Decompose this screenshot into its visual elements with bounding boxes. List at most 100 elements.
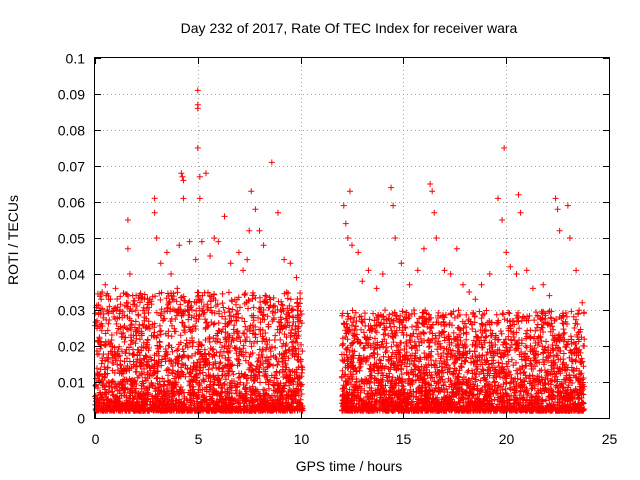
data-point	[285, 355, 292, 362]
data-point	[217, 359, 224, 366]
data-point	[284, 295, 291, 302]
data-point	[521, 369, 528, 376]
data-point	[200, 310, 207, 317]
data-point	[266, 406, 273, 413]
data-point	[113, 405, 120, 412]
data-point	[288, 339, 295, 346]
data-point	[137, 357, 144, 364]
data-point	[293, 350, 300, 357]
data-point	[184, 353, 191, 360]
data-point	[527, 327, 534, 334]
data-point	[207, 378, 214, 385]
data-point	[276, 404, 283, 411]
data-point	[105, 310, 112, 317]
data-point	[101, 373, 108, 380]
data-point	[128, 326, 135, 333]
data-point	[196, 305, 203, 312]
data-point	[92, 322, 99, 329]
data-point	[102, 330, 109, 337]
data-point	[157, 312, 164, 319]
data-point	[129, 351, 136, 358]
data-point	[204, 301, 211, 308]
data-point	[121, 389, 128, 396]
data-point	[339, 341, 346, 348]
data-point	[236, 389, 243, 396]
data-point	[136, 352, 143, 359]
data-point	[252, 294, 259, 301]
data-point	[140, 307, 147, 314]
data-point	[261, 298, 268, 305]
data-point	[242, 337, 249, 344]
data-point	[253, 386, 260, 393]
data-point	[224, 370, 231, 377]
data-point	[256, 346, 263, 353]
data-point	[196, 367, 203, 374]
data-point	[360, 329, 367, 336]
data-point	[497, 328, 504, 335]
data-point	[240, 393, 247, 400]
data-point	[228, 362, 235, 369]
data-point	[298, 369, 305, 376]
data-point	[128, 337, 135, 344]
data-point	[135, 325, 142, 332]
data-point	[222, 315, 229, 322]
data-point	[479, 344, 486, 351]
data-point	[203, 384, 210, 391]
data-point	[124, 291, 131, 298]
data-point	[255, 393, 262, 400]
data-point	[233, 335, 240, 342]
data-point	[151, 333, 158, 340]
data-point	[163, 305, 170, 312]
data-point	[171, 328, 178, 335]
data-point	[166, 404, 173, 411]
data-point	[250, 339, 257, 346]
data-point	[158, 312, 165, 319]
data-point	[297, 317, 304, 324]
data-point	[464, 369, 471, 376]
data-point	[233, 317, 240, 324]
data-point	[255, 355, 262, 362]
data-point	[139, 321, 146, 328]
data-point	[97, 390, 104, 397]
data-point	[169, 296, 176, 303]
data-point	[183, 340, 190, 347]
data-point	[217, 390, 224, 397]
data-point	[189, 378, 196, 385]
data-point	[284, 305, 291, 312]
data-point	[292, 322, 299, 329]
data-point	[181, 297, 188, 304]
data-point	[267, 348, 274, 355]
data-point	[154, 391, 161, 398]
data-point	[259, 315, 266, 322]
data-point	[140, 304, 147, 311]
data-point	[210, 346, 217, 353]
data-point	[272, 388, 279, 395]
data-point	[290, 399, 297, 406]
data-point	[232, 397, 239, 404]
data-point	[450, 329, 457, 336]
data-point	[260, 366, 267, 373]
data-point	[100, 310, 107, 317]
data-point	[298, 383, 305, 390]
data-point	[260, 306, 267, 313]
data-point	[547, 314, 554, 321]
data-point	[209, 309, 216, 316]
data-point	[98, 360, 105, 367]
data-point	[240, 342, 247, 349]
data-point	[143, 339, 150, 346]
data-point	[536, 367, 543, 374]
data-point	[117, 379, 124, 386]
data-point	[135, 312, 142, 319]
data-point	[138, 369, 145, 376]
data-point	[253, 363, 260, 370]
data-point	[145, 309, 152, 316]
data-point	[151, 320, 158, 327]
data-point	[159, 375, 166, 382]
data-point	[382, 344, 389, 351]
data-point	[210, 381, 217, 388]
data-point	[264, 364, 271, 371]
data-point	[132, 318, 139, 325]
data-point	[227, 312, 234, 319]
data-point	[529, 372, 536, 379]
data-point	[185, 316, 192, 323]
